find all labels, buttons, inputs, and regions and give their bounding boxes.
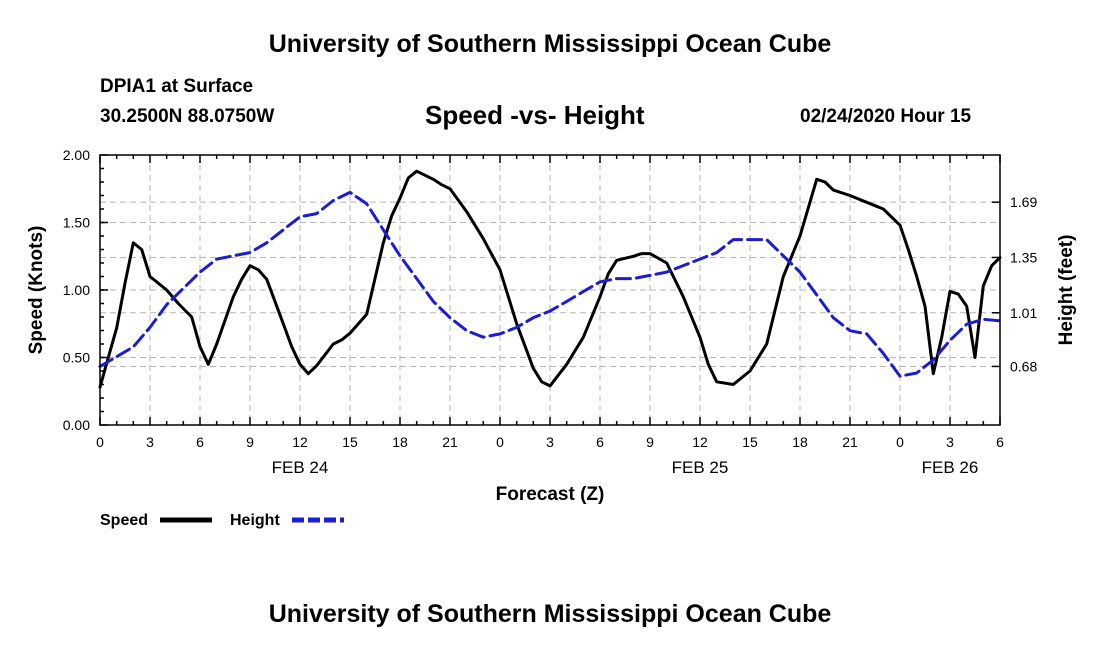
legend-speed-label: Speed xyxy=(100,512,148,529)
x-tick-label: 9 xyxy=(246,434,254,450)
top-title: University of Southern Mississippi Ocean… xyxy=(268,30,832,58)
y2-tick-label: 1.35 xyxy=(1010,249,1037,265)
x-tick-label: 6 xyxy=(996,434,1004,450)
forecast-datetime: 02/24/2020 Hour 15 xyxy=(800,106,972,127)
bottom-title: University of Southern Mississippi Ocean… xyxy=(268,600,832,628)
date-label: FEB 25 xyxy=(672,458,729,477)
legend: Speed Height xyxy=(100,512,344,529)
y2-tick-label: 1.01 xyxy=(1010,305,1037,321)
x-tick-label: 15 xyxy=(342,434,358,450)
series-height-line xyxy=(98,190,1002,378)
series-layer xyxy=(98,169,1002,389)
chart-title: Speed -vs- Height xyxy=(425,100,645,130)
x-axis-title: Forecast (Z) xyxy=(496,484,605,505)
y2-tick-label: 0.68 xyxy=(1010,358,1037,374)
x-tick-label: 0 xyxy=(496,434,504,450)
x-tick-label: 15 xyxy=(742,434,758,450)
x-tick-label: 18 xyxy=(392,434,408,450)
y-tick-label: 1.50 xyxy=(63,215,90,231)
x-tick-label: 12 xyxy=(692,434,708,450)
y-tick-label: 0.50 xyxy=(63,350,90,366)
x-tick-label: 12 xyxy=(292,434,308,450)
date-label: FEB 24 xyxy=(272,458,329,477)
y-axis-title: Speed (Knots) xyxy=(26,226,47,355)
y-tick-label: 0.00 xyxy=(63,417,90,433)
x-tick-label: 21 xyxy=(442,434,458,450)
x-tick-label: 0 xyxy=(96,434,104,450)
x-tick-label: 3 xyxy=(946,434,954,450)
axes: 0 3 6 9 12 15 18 21 0 3 6 9 12 15 18 21 0 3 6 FEB 24 FEB 25 F… xyxy=(63,147,1038,477)
y2-axis-title: Height (feet) xyxy=(1056,235,1077,346)
y2-tick-label: 1.69 xyxy=(1010,194,1037,210)
x-tick-label: 18 xyxy=(792,434,808,450)
x-tick-label: 3 xyxy=(146,434,154,450)
x-tick-label: 6 xyxy=(596,434,604,450)
series-speed-line xyxy=(98,169,1002,389)
x-tick-label: 3 xyxy=(546,434,554,450)
legend-height-label: Height xyxy=(230,512,280,529)
y-tick-label: 1.00 xyxy=(63,282,90,298)
station-name: DPIA1 at Surface xyxy=(100,76,254,97)
x-tick-label: 0 xyxy=(896,434,904,450)
x-tick-label: 6 xyxy=(196,434,204,450)
date-label: FEB 26 xyxy=(922,458,979,477)
x-tick-label: 21 xyxy=(842,434,858,450)
station-coordinates: 30.2500N 88.0750W xyxy=(100,106,275,127)
x-tick-label: 9 xyxy=(646,434,654,450)
y-tick-label: 2.00 xyxy=(63,147,90,163)
